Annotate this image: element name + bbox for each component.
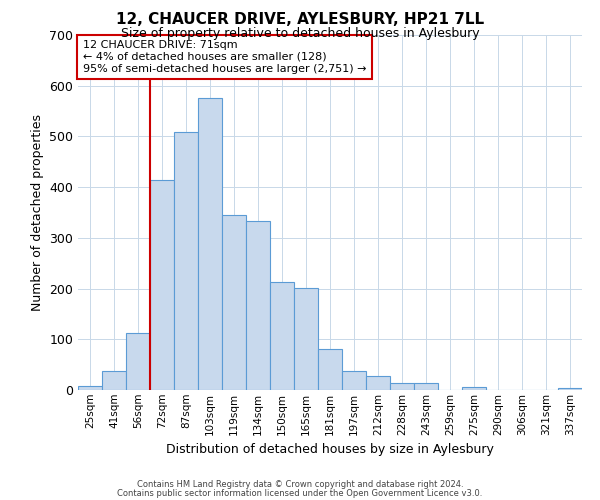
Text: 12, CHAUCER DRIVE, AYLESBURY, HP21 7LL: 12, CHAUCER DRIVE, AYLESBURY, HP21 7LL: [116, 12, 484, 28]
X-axis label: Distribution of detached houses by size in Aylesbury: Distribution of detached houses by size …: [166, 443, 494, 456]
Bar: [150, 180, 174, 390]
Bar: [318, 350, 342, 390]
Bar: [342, 371, 366, 390]
Text: 12 CHAUCER DRIVE: 71sqm
← 4% of detached houses are smaller (128)
95% of semi-de: 12 CHAUCER DRIVE: 71sqm ← 4% of detached…: [83, 40, 367, 74]
Bar: [102, 370, 126, 390]
Text: Contains HM Land Registry data © Crown copyright and database right 2024.: Contains HM Land Registry data © Crown c…: [137, 480, 463, 489]
Bar: [246, 221, 270, 390]
Text: Contains public sector information licensed under the Open Government Licence v3: Contains public sector information licen…: [118, 488, 482, 498]
Y-axis label: Number of detached properties: Number of detached properties: [31, 114, 44, 311]
Bar: [366, 376, 390, 390]
Bar: [414, 384, 438, 390]
Bar: [390, 384, 414, 390]
Bar: [462, 388, 486, 390]
Bar: [270, 282, 294, 390]
Bar: [294, 288, 318, 390]
Bar: [126, 332, 150, 390]
Bar: [222, 215, 246, 390]
Bar: [78, 386, 102, 390]
Bar: [558, 388, 582, 390]
Text: Size of property relative to detached houses in Aylesbury: Size of property relative to detached ho…: [121, 28, 479, 40]
Bar: [174, 132, 198, 390]
Bar: [198, 98, 222, 390]
